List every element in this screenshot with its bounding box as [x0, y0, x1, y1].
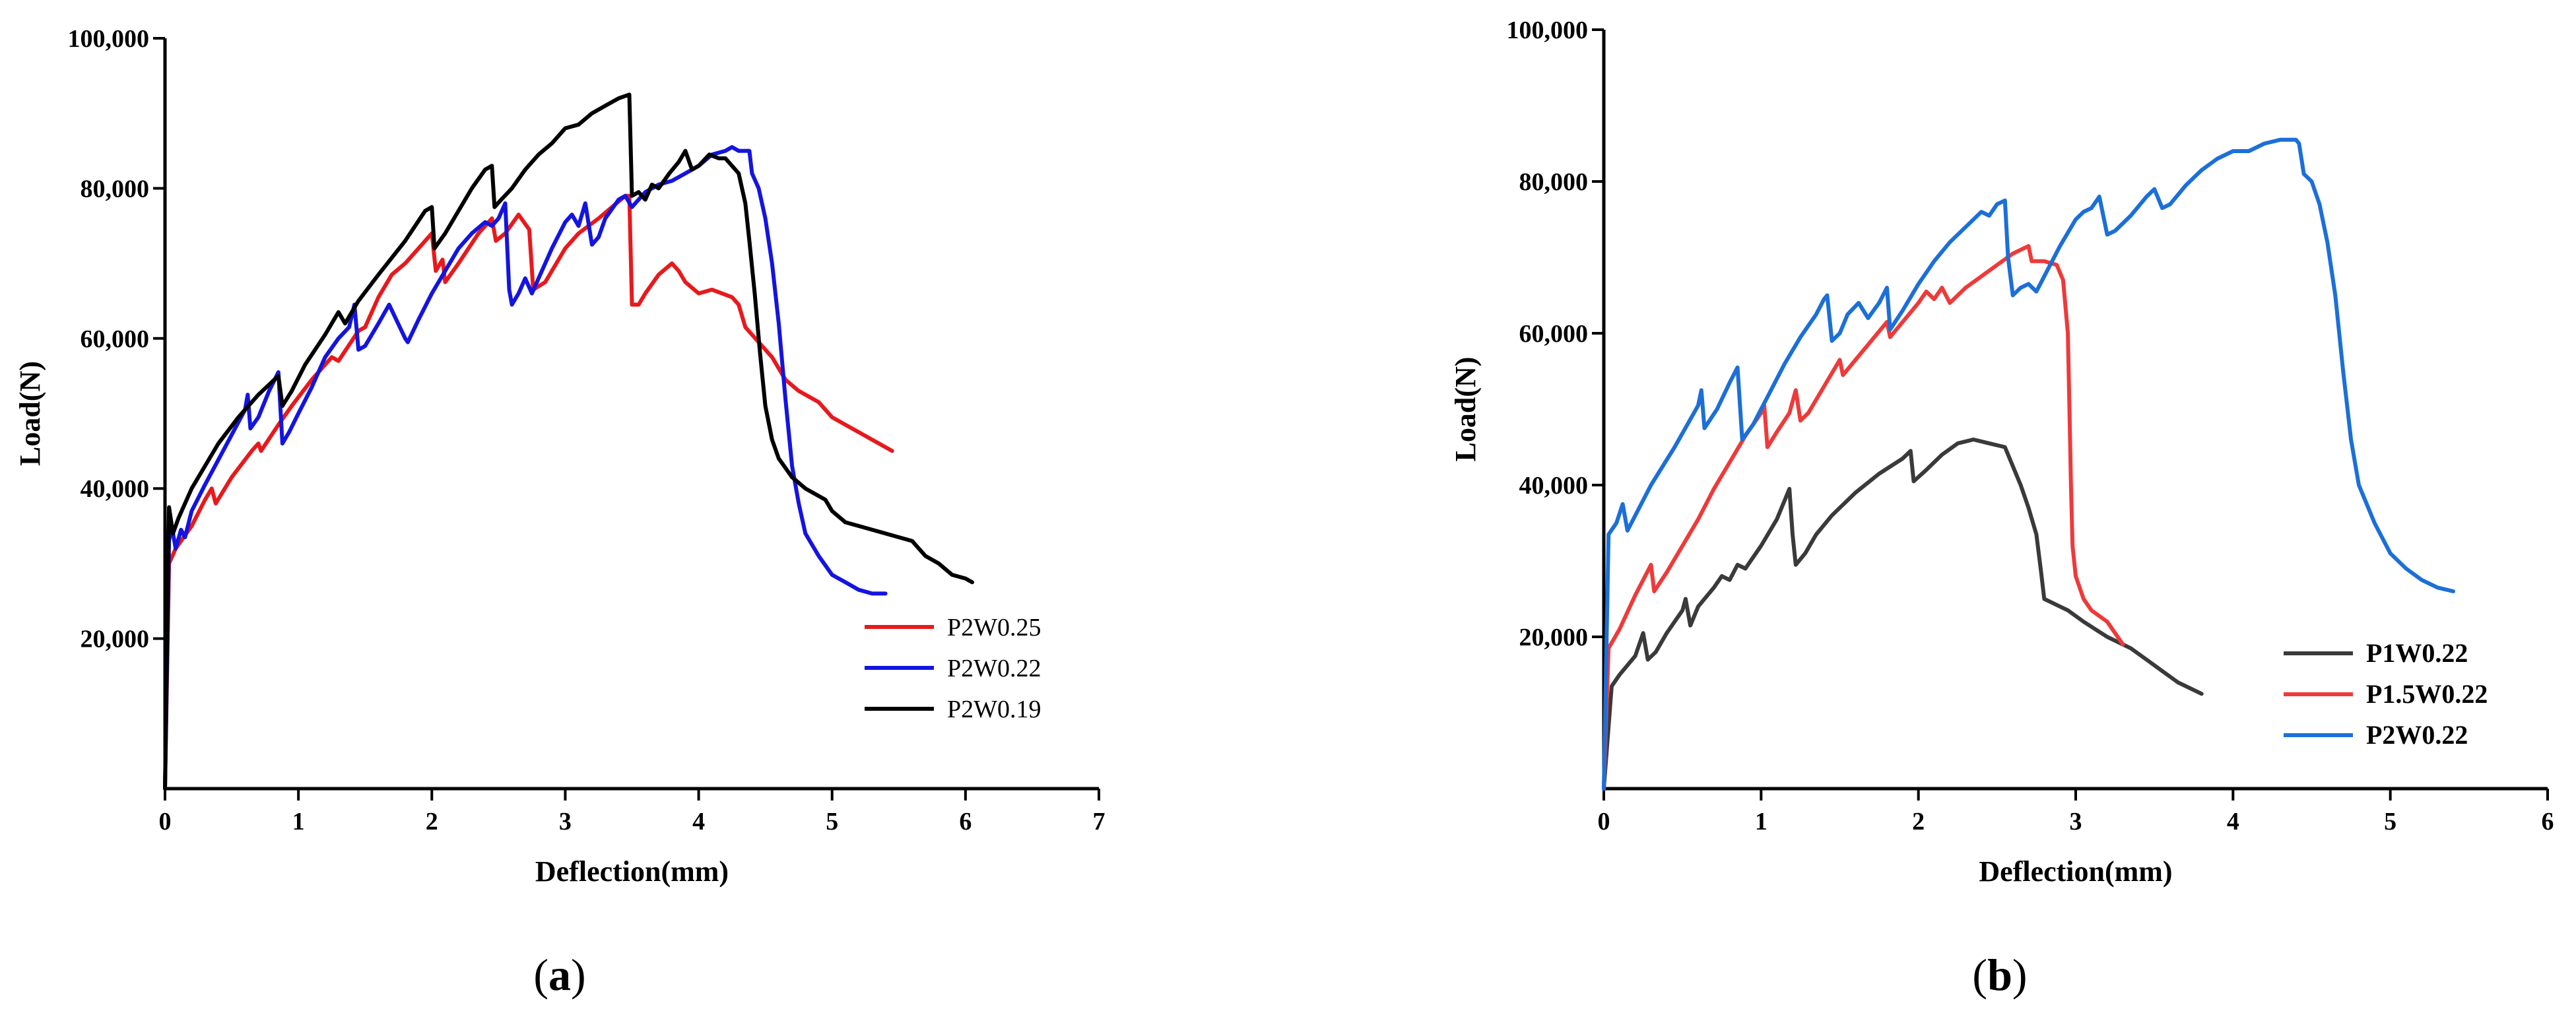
chart-b-legend-label-2: P1.5W0.22 — [2366, 679, 2488, 709]
chart-a-series-line-3 — [163, 92, 974, 791]
chart-a-y-tick-label: 40,000 — [81, 475, 150, 503]
chart-b: 0 1 2 3 4 5 6 20,000 40,000 60,000 80,000 100,000 De… — [1449, 16, 2554, 1000]
chart-a-legend-label-1: P2W0.25 — [947, 614, 1041, 641]
chart-a-caption: (a) — [533, 950, 585, 1000]
chart-a-series-line-1 — [163, 193, 894, 791]
chart-b-x-tick-label: 6 — [2542, 808, 2554, 835]
chart-b-y-axis-title: Load(N) — [1449, 357, 1482, 462]
chart-a-x-tick-label: 4 — [692, 808, 705, 835]
chart-b-x-tick-label: 2 — [1912, 808, 1925, 835]
chart-a-y-tick-label: 100,000 — [68, 25, 150, 53]
chart-a-x-tick-label: 1 — [292, 808, 305, 835]
chart-a-x-tick-label: 7 — [1093, 808, 1106, 835]
chart-a-y-axis-title: Load(N) — [14, 361, 46, 466]
chart-a: 0 1 2 3 4 5 6 7 20,000 40,000 60,000 80,000 100,000 D… — [14, 25, 1106, 1000]
chart-b-y-tick-label: 80,000 — [1519, 168, 1589, 196]
chart-b-x-tick-label: 5 — [2384, 808, 2396, 835]
chart-a-x-tick-label: 2 — [426, 808, 438, 835]
chart-a-x-tick-label: 3 — [559, 808, 572, 835]
chart-a-y-tick-label: 20,000 — [81, 626, 150, 653]
chart-b-x-axis-title: Deflection(mm) — [1979, 855, 2172, 888]
chart-a-y-tick-label: 60,000 — [81, 325, 150, 353]
chart-b-legend-label-3: P2W0.22 — [2366, 720, 2468, 750]
chart-a-x-axis-title: Deflection(mm) — [535, 855, 729, 888]
chart-b-y-tick-label: 100,000 — [1507, 16, 1589, 44]
chart-b-caption: (b) — [1972, 950, 2027, 1000]
chart-a-x-tick-label: 6 — [959, 808, 972, 835]
chart-b-x-tick-label: 1 — [1755, 808, 1767, 835]
chart-b-y-tick-label: 40,000 — [1519, 472, 1589, 500]
chart-b-y-tick-label: 60,000 — [1519, 320, 1589, 348]
chart-a-x-tick-label: 0 — [159, 808, 172, 835]
chart-b-x-tick-label: 4 — [2227, 808, 2239, 835]
chart-a-legend-label-3: P2W0.19 — [947, 696, 1041, 723]
chart-b-series-line-1 — [1602, 438, 2204, 791]
chart-a-y-tick-label: 80,000 — [81, 175, 150, 203]
chart-b-series-line-3 — [1602, 137, 2455, 791]
chart-b-y-tick-label: 20,000 — [1519, 624, 1589, 651]
chart-a-legend-label-2: P2W0.22 — [947, 655, 1041, 682]
chart-b-series-line-2 — [1602, 244, 2125, 791]
chart-a-x-tick-label: 5 — [826, 808, 838, 835]
chart-b-legend-label-1: P1W0.22 — [2366, 638, 2468, 668]
chart-b-x-tick-label: 0 — [1598, 808, 1610, 835]
chart-b-x-tick-label: 3 — [2070, 808, 2082, 835]
